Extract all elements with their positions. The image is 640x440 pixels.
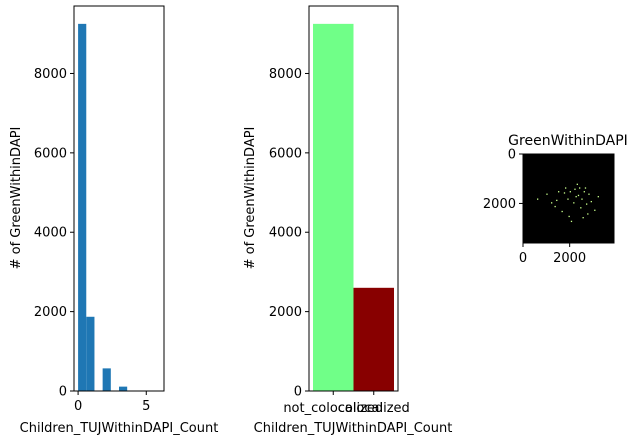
histogram-bar [78,23,87,391]
colocalization-bar [353,287,394,391]
image-point [558,191,560,193]
colocalization-y-tick-label: 2000 [269,305,302,320]
image-point [576,183,578,185]
histogram-y-tick-label: 8000 [34,67,67,82]
image-x-ticks: 0 2000 [519,243,586,266]
image-point [567,198,569,200]
histogram-y-tick-label: 2000 [34,305,67,320]
histogram-plot-frame [73,5,165,392]
colocalization-bar [313,23,354,391]
image-point [546,193,548,195]
image-point [563,192,566,194]
image-point [556,199,558,202]
histogram-y-axis-label: # of GreenWithinDAPI [9,127,24,270]
histogram-bar [102,368,111,391]
colocalization-y-tick-label: 6000 [269,146,302,161]
image-point [570,220,573,223]
image-title: GreenWithinDAPI [508,133,628,149]
image-point [574,188,576,190]
colocalization-y-tick-label: 4000 [269,226,302,241]
histogram-y-tick-label: 0 [59,385,67,400]
image-point [597,196,599,198]
image-frame [522,153,615,244]
image-point [583,191,585,193]
histogram-x-tick-label: 5 [142,399,150,414]
image-point [586,203,588,205]
colocalization-bars [313,23,394,391]
image-point [537,198,539,200]
image-point [561,210,563,213]
histogram-bar [86,316,95,391]
image-point [575,196,577,198]
histogram-y-tick-label: 6000 [34,146,67,161]
colocalization-plot-frame [308,5,399,392]
image-point [568,215,570,218]
histogram-x-axis-label: Children_TUJWithinDAPI_Count [20,421,219,436]
image-point [584,187,587,189]
image-point [581,198,583,200]
colocalization-y-tick-label: 0 [294,385,302,400]
image-point [579,187,581,189]
histogram-y-ticks: 0 2000 4000 6000 8000 [34,67,74,400]
image-points [537,183,599,223]
image-y-tick-label: 0 [508,148,516,163]
image-point [594,209,596,211]
image-point [554,205,556,208]
image-point [580,207,582,209]
image-point [565,187,567,189]
histogram-bar [119,386,128,391]
colocalization-x-axis-label: Children_TUJWithinDAPI_Count [254,421,453,436]
image-y-ticks: 0 2000 [483,148,523,212]
colocalization-category-label: colocalized [338,401,410,416]
image-point [587,213,589,215]
image-point [569,191,571,193]
image-point [588,193,590,195]
image-y-tick-label: 2000 [483,197,516,212]
image-point [582,217,584,219]
colocalization-bar-panel: 0 2000 4000 6000 8000 not_colocalizedcolocal… [243,5,453,436]
image-x-tick-label: 2000 [553,251,586,266]
histogram-y-tick-label: 4000 [34,226,67,241]
image-point [577,194,580,197]
image-x-tick-label: 0 [519,251,527,266]
image-point [551,202,553,204]
histogram-x-tick-label: 0 [74,399,82,414]
colocalization-category-label: not_colocalized [283,401,383,416]
image-point [590,200,592,203]
image-point [573,202,575,204]
colocalization-y-tick-label: 8000 [269,67,302,82]
colocalization-y-axis-label: # of GreenWithinDAPI [243,127,258,270]
image-panel: GreenWithinDAPI 0 2000 0 2000 [483,133,628,266]
colocalization-y-ticks: 0 2000 4000 6000 8000 [269,67,309,400]
